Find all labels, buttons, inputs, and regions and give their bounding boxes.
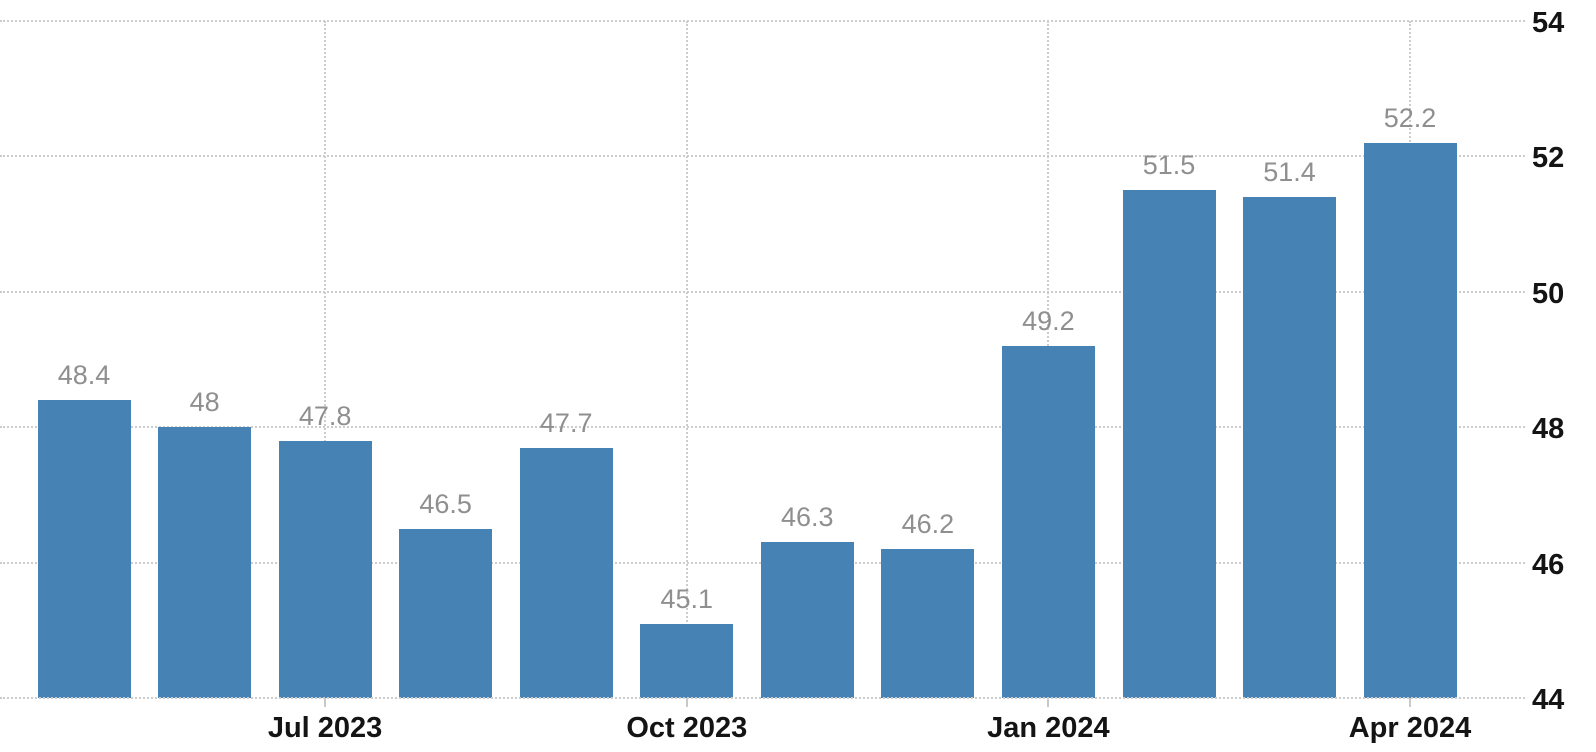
- bar-value-label: 52.2: [1383, 102, 1437, 133]
- y-axis-label: 50: [1532, 277, 1565, 310]
- h-gridline: [0, 426, 1525, 429]
- bar-value-label: 51.5: [1142, 150, 1196, 181]
- x-axis-tick: [1409, 698, 1411, 707]
- x-axis-tick: [324, 698, 327, 707]
- bar[interactable]: [1363, 142, 1457, 698]
- bar-value-label: 48.4: [57, 360, 111, 391]
- bar[interactable]: [399, 528, 493, 699]
- bar-value-label: 51.4: [1263, 157, 1316, 187]
- bar[interactable]: [640, 623, 734, 698]
- bar-value-label: 47.8: [298, 400, 352, 431]
- v-gridline: [324, 21, 327, 698]
- bar[interactable]: [37, 400, 131, 698]
- x-axis-label: Jan 2024: [987, 712, 1110, 744]
- bar-value-label: 45.1: [660, 583, 714, 614]
- x-axis-label: Apr 2024: [1348, 712, 1472, 744]
- y-axis-label: 48: [1532, 413, 1565, 446]
- y-axis-label: 46: [1532, 548, 1565, 581]
- h-gridline: [0, 155, 1525, 158]
- h-gridline: [0, 697, 1525, 699]
- bar[interactable]: [760, 542, 854, 698]
- bar[interactable]: [278, 440, 372, 698]
- y-axis-label: 44: [1532, 684, 1565, 716]
- h-gridline: [0, 290, 1525, 293]
- bar-value-label: 49.2: [1022, 306, 1075, 336]
- y-axis-label: 54: [1532, 7, 1565, 39]
- bar[interactable]: [158, 427, 252, 698]
- bar-value-label: 46.3: [781, 502, 834, 533]
- bar[interactable]: [1243, 197, 1336, 698]
- x-axis-tick: [685, 698, 688, 707]
- y-axis-label: 52: [1532, 142, 1565, 175]
- bar[interactable]: [1122, 190, 1216, 699]
- v-gridline: [685, 21, 688, 698]
- x-axis-label: Jul 2023: [267, 712, 383, 744]
- bar-value-label: 47.7: [539, 407, 593, 438]
- x-axis-tick: [1047, 698, 1050, 707]
- x-axis-label: Oct 2023: [626, 712, 748, 744]
- h-gridline: [0, 20, 1525, 22]
- bar[interactable]: [881, 549, 975, 698]
- bar[interactable]: [519, 447, 613, 698]
- bar-value-label: 46.5: [419, 488, 472, 519]
- bar-value-label: 46.2: [901, 509, 955, 540]
- bar[interactable]: [1001, 346, 1095, 698]
- bar-value-label: 48: [189, 387, 220, 418]
